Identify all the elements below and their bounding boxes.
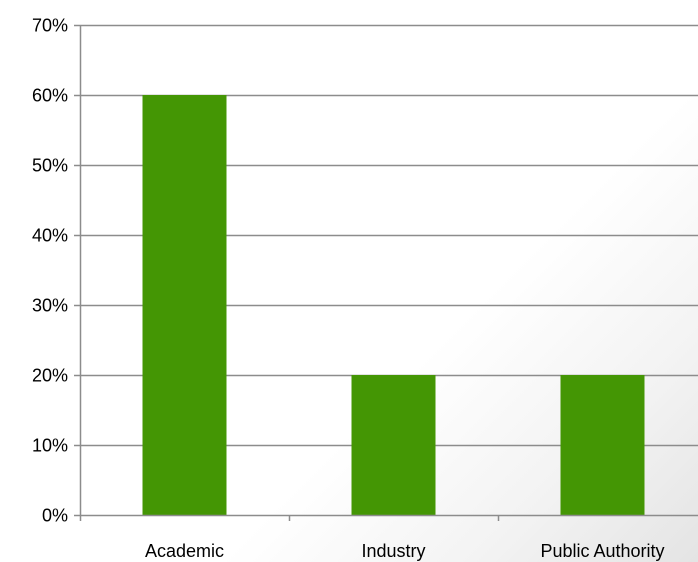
- bar-academic: [142, 95, 227, 515]
- x-tick-label-public-authority: Public Authority: [540, 541, 664, 561]
- y-tick-label-30: 30%: [32, 296, 68, 316]
- y-tick-label-20: 20%: [32, 366, 68, 386]
- axes: [74, 24, 698, 521]
- y-tick-label-50: 50%: [32, 156, 68, 176]
- y-tick-label-0: 0%: [42, 506, 68, 526]
- y-tick-label-40: 40%: [32, 226, 68, 246]
- x-tick-label-academic: Academic: [145, 541, 224, 561]
- y-tick-label-70: 70%: [32, 16, 68, 36]
- labels: 0% 10% 20% 30% 40% 50% 60% 70% Academic Industry P…: [32, 16, 665, 562]
- y-tick-label-60: 60%: [32, 86, 68, 106]
- y-tick-label-10: 10%: [32, 436, 68, 456]
- bar-industry: [351, 375, 436, 515]
- x-tick-label-industry: Industry: [361, 541, 425, 561]
- bar-public-authority: [560, 375, 645, 515]
- bars: [142, 95, 645, 515]
